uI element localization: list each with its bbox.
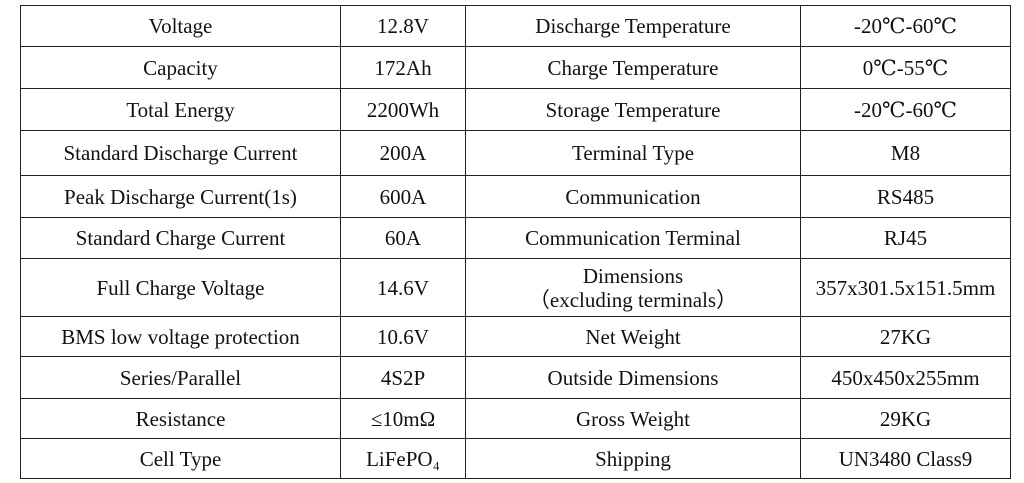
spec-label: Dimensions （excluding terminals）	[465, 258, 801, 317]
spec-label: Charge Temperature	[465, 46, 801, 89]
spec-label: Net Weight	[465, 316, 801, 357]
spec-value: 200A	[340, 130, 466, 176]
spec-value: 450x450x255mm	[800, 356, 1011, 399]
table-row: Capacity 172Ah Charge Temperature 0℃-55℃	[20, 46, 1011, 89]
spec-value: 14.6V	[340, 258, 466, 317]
spec-label: Outside Dimensions	[465, 356, 801, 399]
spec-value: -20℃-60℃	[800, 88, 1011, 131]
table-row: Cell Type LiFePO₄ Shipping UN3480 Class9	[20, 438, 1011, 479]
table-row: Standard Charge Current 60A Communication …	[20, 217, 1011, 259]
spec-label: BMS low voltage protection	[20, 316, 341, 357]
spec-label: Voltage	[20, 5, 341, 47]
spec-label: Storage Temperature	[465, 88, 801, 131]
spec-label: Communication	[465, 175, 801, 218]
table-body: Voltage 12.8V Discharge Temperature -20℃-60…	[20, 5, 1011, 479]
spec-value: 172Ah	[340, 46, 466, 89]
table-row: Resistance ≤10mΩ Gross Weight 29KG	[20, 398, 1011, 439]
spec-value: ≤10mΩ	[340, 398, 466, 439]
spec-label: Peak Discharge Current(1s)	[20, 175, 341, 218]
spec-value: M8	[800, 130, 1011, 176]
spec-value: 12.8V	[340, 5, 466, 47]
spec-label: Total Energy	[20, 88, 341, 131]
spec-value: RS485	[800, 175, 1011, 218]
spec-value: 29KG	[800, 398, 1011, 439]
spec-value: 600A	[340, 175, 466, 218]
spec-label: Capacity	[20, 46, 341, 89]
spec-value: 60A	[340, 217, 466, 259]
spec-value: RJ45	[800, 217, 1011, 259]
spec-value: LiFePO₄	[340, 438, 466, 479]
table-row: Standard Discharge Current 200A Terminal T…	[20, 130, 1011, 176]
spec-value: 10.6V	[340, 316, 466, 357]
spec-label: Terminal Type	[465, 130, 801, 176]
spec-value: 357x301.5x151.5mm	[800, 258, 1011, 317]
spec-label: Communication Terminal	[465, 217, 801, 259]
table-row: Series/Parallel 4S2P Outside Dimensions 450…	[20, 356, 1011, 399]
table-row: Voltage 12.8V Discharge Temperature -20℃-60…	[20, 5, 1011, 47]
spec-label: Gross Weight	[465, 398, 801, 439]
spec-value: 0℃-55℃	[800, 46, 1011, 89]
spec-value: 2200Wh	[340, 88, 466, 131]
spec-label: Shipping	[465, 438, 801, 479]
spec-label: Standard Charge Current	[20, 217, 341, 259]
spec-value: UN3480 Class9	[800, 438, 1011, 479]
spec-value: 4S2P	[340, 356, 466, 399]
table-row: BMS low voltage protection 10.6V Net Weigh…	[20, 316, 1011, 357]
spec-label: Series/Parallel	[20, 356, 341, 399]
table-row: Full Charge Voltage 14.6V Dimensions （excl…	[20, 258, 1011, 317]
table-row: Peak Discharge Current(1s) 600A Communicat…	[20, 175, 1011, 218]
spec-table: Voltage 12.8V Discharge Temperature -20℃-60…	[20, 5, 1011, 479]
spec-label: Standard Discharge Current	[20, 130, 341, 176]
table-row: Total Energy 2200Wh Storage Temperature -20…	[20, 88, 1011, 131]
spec-label: Resistance	[20, 398, 341, 439]
spec-value: -20℃-60℃	[800, 5, 1011, 47]
spec-value: 27KG	[800, 316, 1011, 357]
spec-label: Full Charge Voltage	[20, 258, 341, 317]
spec-label: Discharge Temperature	[465, 5, 801, 47]
spec-label: Cell Type	[20, 438, 341, 479]
